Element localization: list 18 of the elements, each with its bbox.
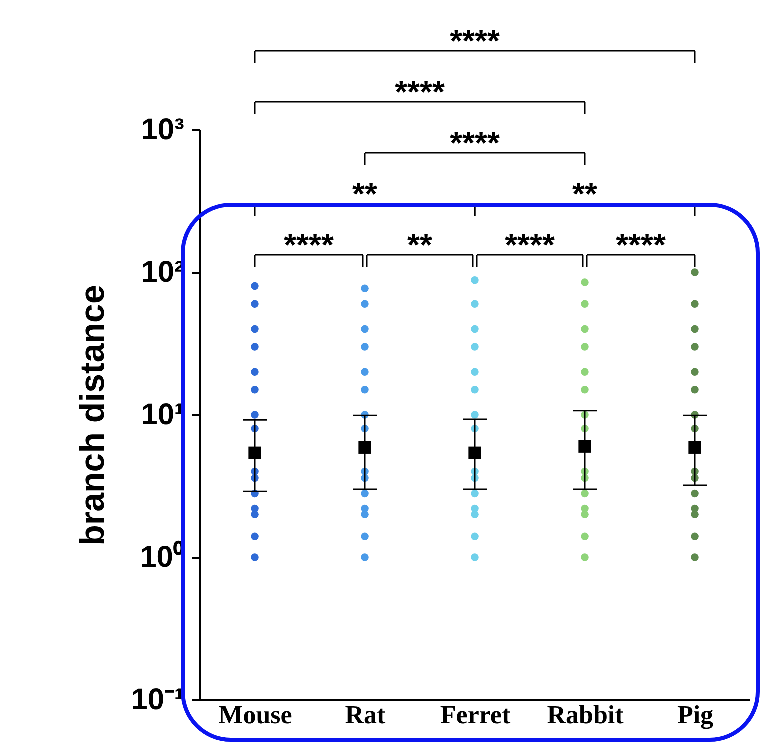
- annotation: ****: [284, 227, 334, 263]
- x-tick-label: Rabbit: [547, 700, 624, 730]
- y-tick-label: 10⁻¹: [131, 684, 185, 716]
- x-tick-label: Mouse: [218, 700, 292, 730]
- annotation: ****: [616, 227, 666, 263]
- x-tick-label: Rat: [345, 700, 386, 730]
- annotation: **: [408, 227, 433, 263]
- text: ****: [450, 23, 500, 59]
- annotation: ****: [505, 227, 556, 263]
- annotation: **: [572, 176, 598, 212]
- text: ****: [395, 74, 446, 110]
- y-axis-title: branch distance: [74, 285, 112, 546]
- annotation: **: [352, 176, 378, 212]
- y-tick-label: 10³: [141, 114, 185, 146]
- y-tick-label: 10¹: [141, 398, 185, 432]
- x-tick-label: Pig: [677, 700, 714, 730]
- annotation: ****: [450, 125, 500, 161]
- x-tick-label: Ferret: [440, 700, 511, 730]
